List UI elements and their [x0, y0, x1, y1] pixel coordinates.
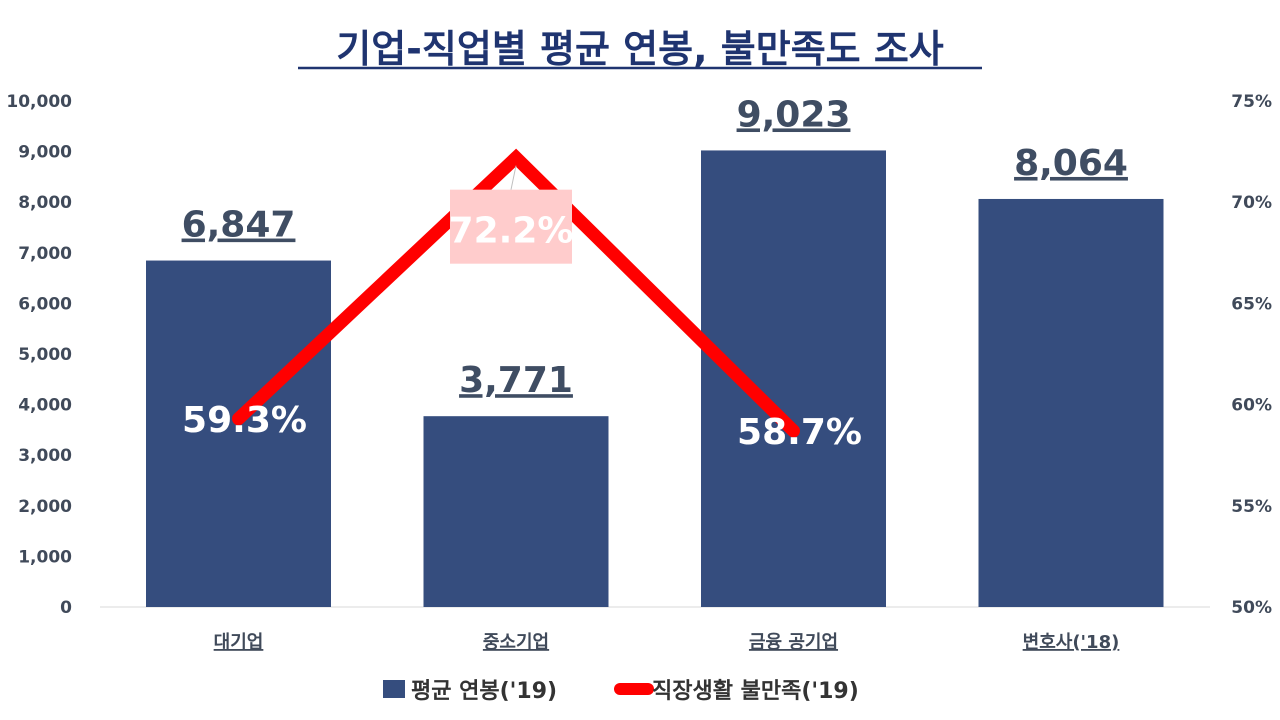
category-label: 변호사('18)	[1023, 632, 1120, 653]
legend-swatch-bar	[383, 680, 405, 698]
left-tick-label: 0	[60, 598, 72, 618]
bar-series	[146, 150, 1164, 607]
right-tick-label: 75%	[1231, 92, 1272, 112]
left-tick-label: 5,000	[18, 345, 72, 365]
bar-value-label: 8,064	[1014, 143, 1128, 184]
line-value-label: 58.7%	[737, 412, 862, 453]
left-tick-label: 1,000	[18, 547, 72, 567]
bar-value-labels: 6,847 3,771 9,023 8,064	[182, 94, 1128, 401]
bar	[701, 150, 886, 607]
line-value-label: 72.2%	[449, 211, 574, 252]
left-axis: 0 1,000 2,000 3,000 4,000 5,000 6,000 7,000 8,00…	[6, 92, 72, 618]
legend: 평균 연봉('19) 직장생활 불만족('19)	[383, 679, 859, 704]
right-tick-label: 65%	[1231, 294, 1272, 314]
bar-value-label: 9,023	[737, 94, 851, 135]
bar-value-label: 3,771	[459, 360, 573, 401]
right-tick-label: 60%	[1231, 396, 1272, 416]
left-tick-label: 7,000	[18, 244, 72, 264]
category-label: 대기업	[214, 632, 264, 653]
chart-title: 기업-직업별 평균 연봉, 불만족도 조사	[336, 27, 944, 71]
line-label-highlight	[450, 189, 572, 264]
bar	[978, 198, 1164, 607]
left-tick-label: 10,000	[6, 92, 72, 112]
right-tick-label: 70%	[1231, 193, 1272, 213]
left-tick-label: 4,000	[18, 396, 72, 416]
line-label-leader	[510, 165, 517, 190]
category-labels: 대기업 중소기업 금융 공기업 변호사('18)	[214, 632, 1120, 653]
right-axis: 50% 55% 60% 65% 70% 75%	[1231, 92, 1272, 618]
line-series: 59.3% 72.2% 58.7%	[182, 148, 862, 453]
legend-label-bar: 평균 연봉('19)	[411, 679, 557, 704]
bar	[146, 260, 331, 607]
category-label: 중소기업	[483, 632, 549, 653]
legend-label-line: 직장생활 불만족('19)	[652, 679, 859, 704]
line-value-label: 59.3%	[182, 400, 307, 441]
left-tick-label: 2,000	[18, 497, 72, 517]
bar	[423, 416, 609, 607]
line-path	[232, 148, 800, 438]
left-tick-label: 6,000	[18, 294, 72, 314]
bar-value-label: 6,847	[182, 205, 296, 246]
left-tick-label: 9,000	[18, 143, 72, 163]
right-tick-label: 55%	[1231, 497, 1272, 517]
right-tick-label: 50%	[1231, 598, 1272, 618]
left-tick-label: 3,000	[18, 446, 72, 466]
left-tick-label: 8,000	[18, 193, 72, 213]
category-label: 금융 공기업	[749, 632, 838, 653]
